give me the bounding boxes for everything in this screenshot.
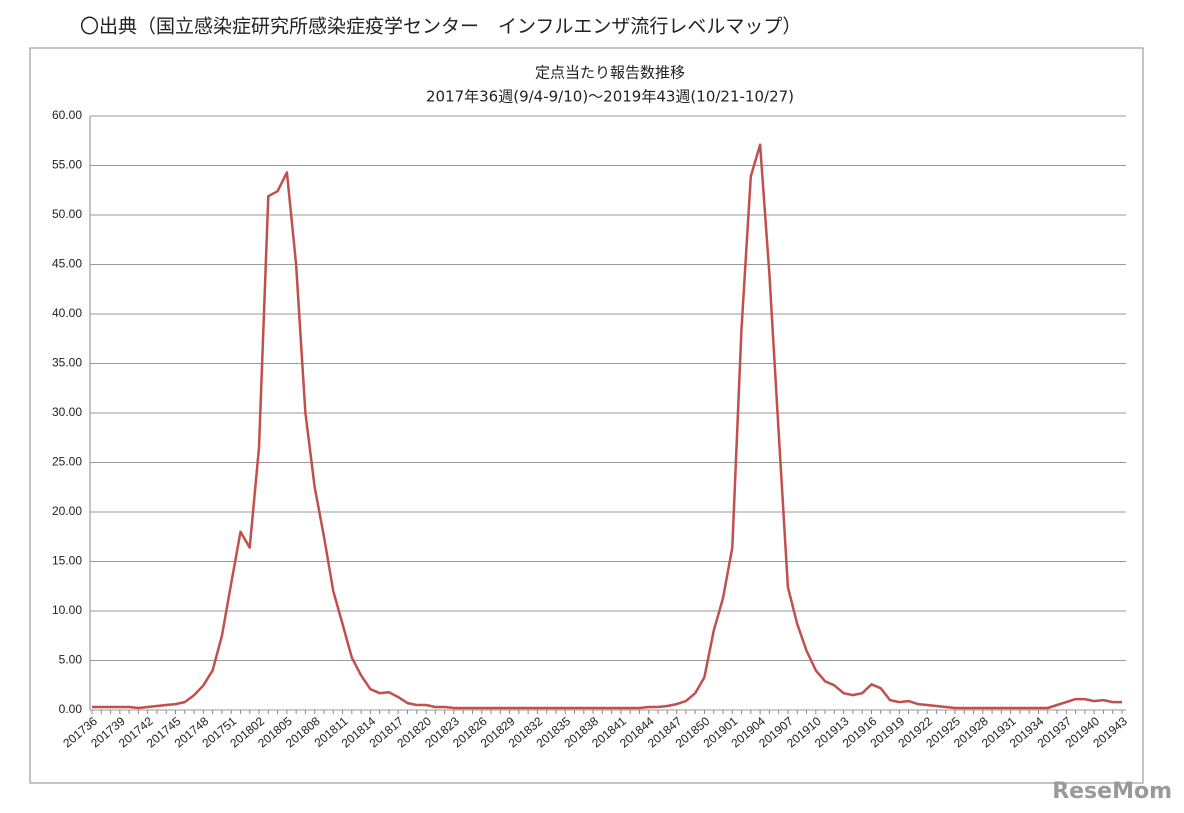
y-tick-label: 50.00 <box>52 207 82 221</box>
header: 〇出典（国立感染症研究所感染症疫学センター インフルエンザ流行レベルマップ） <box>80 16 801 38</box>
y-tick-label: 60.00 <box>52 108 82 122</box>
y-tick-label: 0.00 <box>59 702 83 716</box>
chart-title: 定点当たり報告数推移 <box>535 64 685 82</box>
y-tick-label: 40.00 <box>52 306 82 320</box>
y-tick-label: 15.00 <box>52 554 82 568</box>
y-tick-label: 30.00 <box>52 405 82 419</box>
y-tick-label: 25.00 <box>52 455 82 469</box>
y-tick-label: 45.00 <box>52 257 82 271</box>
y-tick-label: 20.00 <box>52 504 82 518</box>
y-tick-label: 35.00 <box>52 356 82 370</box>
chart-frame <box>29 47 1144 784</box>
y-tick-label: 55.00 <box>52 158 82 172</box>
y-tick-label: 5.00 <box>59 653 83 667</box>
chart-subtitle: 2017年36週(9/4-9/10)〜2019年43週(10/21-10/27) <box>426 88 794 106</box>
watermark: ReseMom <box>1052 779 1172 804</box>
y-tick-label: 10.00 <box>52 603 82 617</box>
data-line <box>92 143 1122 710</box>
